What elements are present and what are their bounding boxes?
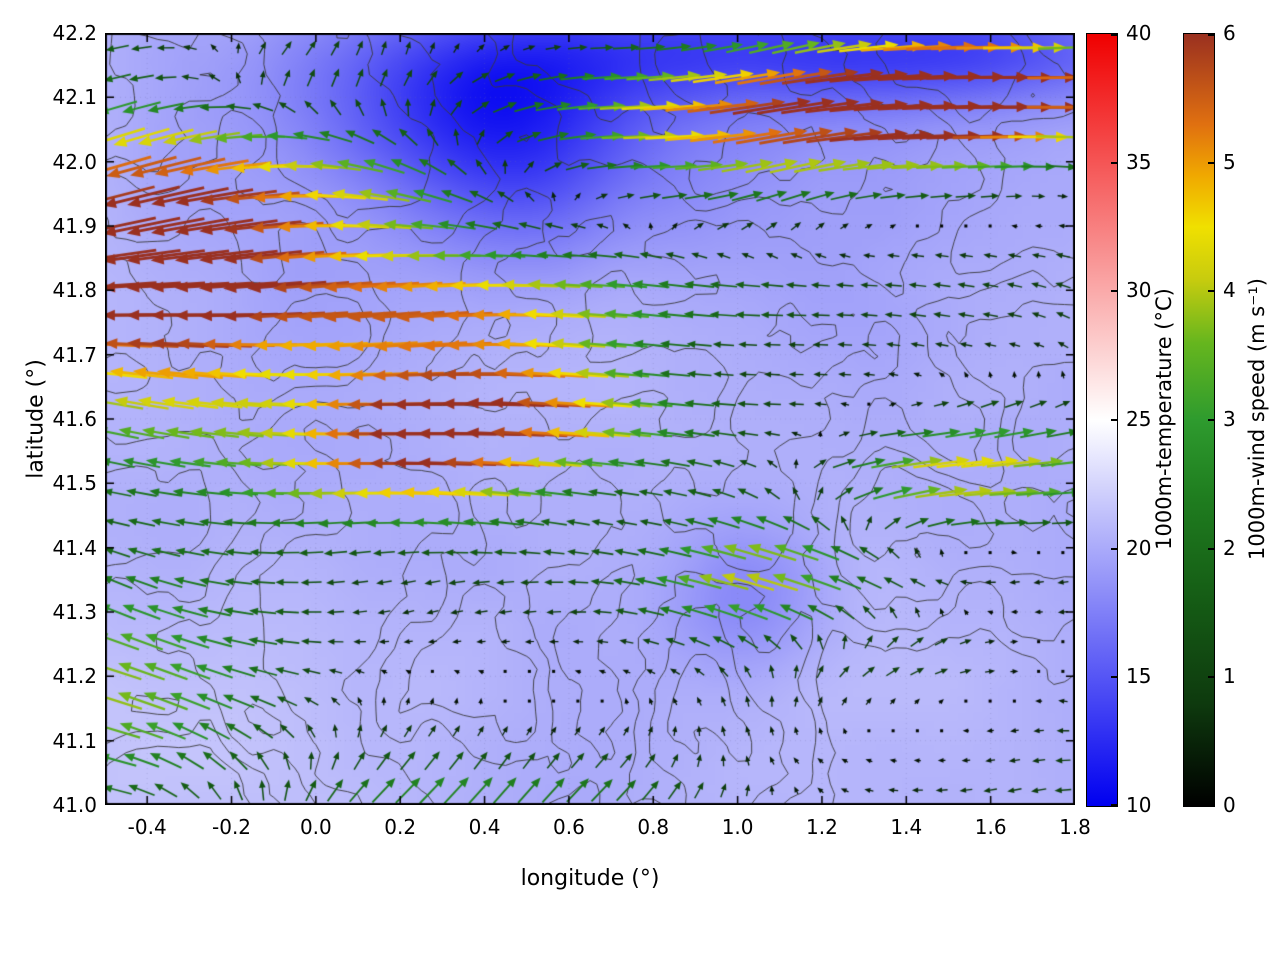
colorbar-tick-label: 5 — [1223, 149, 1236, 174]
colorbar-tick-mark — [1111, 676, 1117, 679]
x-tick-label: 0.2 — [384, 815, 417, 839]
colorbar-tick-mark — [1208, 161, 1214, 164]
y-tick-label: 41.8 — [52, 278, 97, 303]
colorbar-tick-label: 30 — [1126, 278, 1152, 303]
colorbar-tick-mark — [1111, 34, 1117, 36]
colorbar-tick-mark — [1111, 547, 1117, 550]
colorbar-tick-mark — [1208, 419, 1214, 421]
colorbar-tick-label: 0 — [1223, 793, 1236, 817]
wind-colorbar-label: 1000m-wind speed (m s⁻¹) — [1245, 278, 1269, 560]
y-tick-label: 41.3 — [52, 600, 97, 624]
colorbar-tick-label: 6 — [1223, 21, 1236, 45]
y-tick-label: 42.2 — [52, 21, 97, 45]
wind-colorbar — [1183, 33, 1215, 807]
colorbar-tick-mark — [1111, 161, 1117, 164]
y-tick-label: 41.1 — [52, 728, 97, 753]
x-axis-label: longitude (°) — [520, 866, 660, 891]
colorbar-tick-label: 25 — [1126, 407, 1152, 431]
x-tick-label: 1.6 — [974, 815, 1007, 839]
x-tick-label: 1.8 — [1059, 815, 1091, 839]
colorbar-tick-mark — [1208, 676, 1214, 679]
x-tick-label: 1.4 — [890, 815, 923, 839]
x-tick-label: 0.8 — [637, 815, 670, 839]
colorbar-tick-mark — [1111, 804, 1117, 806]
colorbar-tick-label: 15 — [1126, 664, 1152, 689]
colorbar-tick-label: 40 — [1126, 21, 1152, 45]
x-tick-label: 0.6 — [553, 815, 585, 839]
x-tick-label: 0.4 — [468, 815, 501, 839]
colorbar-tick-label: 10 — [1126, 793, 1152, 817]
x-tick-label: -0.4 — [127, 815, 167, 839]
colorbar-tick-label: 4 — [1223, 278, 1236, 303]
x-tick-label: 0.0 — [299, 815, 332, 839]
colorbar-tick-mark — [1111, 290, 1117, 293]
plot-canvas — [105, 33, 1075, 805]
colorbar-tick-mark — [1208, 804, 1214, 806]
colorbar-tick-label: 1 — [1223, 664, 1236, 689]
colorbar-tick-label: 2 — [1223, 535, 1236, 560]
x-tick-label: 1.2 — [806, 815, 838, 839]
y-tick-label: 41.0 — [52, 793, 97, 817]
temperature-colorbar — [1086, 33, 1118, 807]
y-tick-label: 42.1 — [52, 85, 97, 110]
temperature-colorbar-label: 1000m-temperature (°C) — [1152, 288, 1176, 550]
colorbar-tick-mark — [1208, 34, 1214, 36]
y-axis-label: latitude (°) — [23, 359, 49, 479]
colorbar-tick-mark — [1208, 290, 1214, 293]
y-tick-label: 41.2 — [52, 664, 97, 689]
y-tick-label: 41.4 — [52, 535, 97, 560]
colorbar-tick-label: 3 — [1223, 407, 1236, 431]
colorbar-tick-mark — [1208, 547, 1214, 550]
colorbar-tick-label: 35 — [1126, 149, 1152, 174]
y-tick-label: 41.9 — [52, 214, 97, 238]
x-tick-label: -0.2 — [212, 815, 252, 839]
colorbar-tick-mark — [1111, 419, 1117, 421]
colorbar-tick-label: 20 — [1126, 535, 1152, 560]
x-tick-label: 1.0 — [721, 815, 754, 839]
y-tick-label: 42.0 — [52, 149, 97, 174]
